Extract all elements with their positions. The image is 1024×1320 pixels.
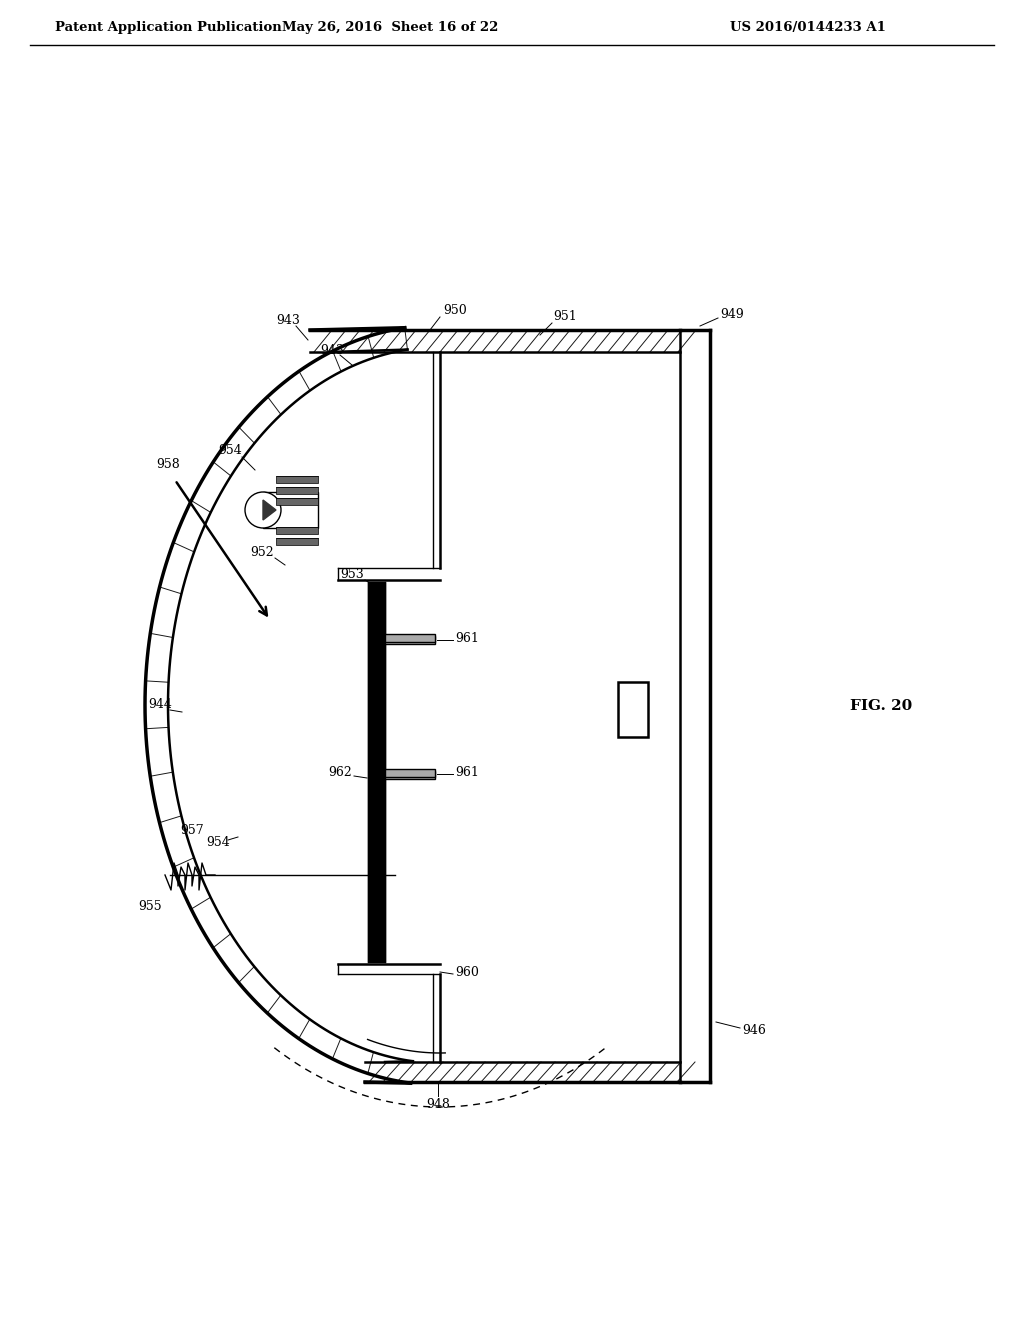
Bar xyxy=(385,636,435,644)
Text: 943: 943 xyxy=(321,343,344,356)
Polygon shape xyxy=(263,500,276,520)
Text: 960: 960 xyxy=(455,965,479,978)
Text: 953: 953 xyxy=(340,569,364,582)
Bar xyxy=(276,498,318,506)
Text: 957: 957 xyxy=(180,824,204,837)
Text: 961: 961 xyxy=(455,631,479,644)
Text: 951: 951 xyxy=(553,310,577,323)
Circle shape xyxy=(245,492,281,528)
Text: US 2016/0144233 A1: US 2016/0144233 A1 xyxy=(730,21,886,34)
Text: 949: 949 xyxy=(720,309,743,322)
Text: 962: 962 xyxy=(328,766,352,779)
Text: May 26, 2016  Sheet 16 of 22: May 26, 2016 Sheet 16 of 22 xyxy=(282,21,499,34)
Text: 958: 958 xyxy=(156,458,180,471)
Bar xyxy=(263,492,318,528)
Bar xyxy=(276,477,318,483)
Text: Patent Application Publication: Patent Application Publication xyxy=(55,21,282,34)
Text: 944: 944 xyxy=(148,698,172,711)
Text: 952: 952 xyxy=(250,545,273,558)
Bar xyxy=(385,634,435,642)
Text: 948: 948 xyxy=(426,1098,450,1111)
Bar xyxy=(276,527,318,535)
Text: FIG. 20: FIG. 20 xyxy=(850,700,912,713)
Text: 955: 955 xyxy=(138,900,162,913)
Bar xyxy=(276,487,318,494)
Bar xyxy=(385,771,435,779)
Text: 950: 950 xyxy=(443,304,467,317)
Text: 961: 961 xyxy=(455,766,479,779)
Text: 954: 954 xyxy=(218,444,242,457)
Text: 954: 954 xyxy=(206,837,229,850)
Text: 946: 946 xyxy=(742,1023,766,1036)
Bar xyxy=(276,539,318,545)
Bar xyxy=(618,682,648,737)
Text: 943: 943 xyxy=(276,314,300,326)
Bar xyxy=(385,770,435,777)
